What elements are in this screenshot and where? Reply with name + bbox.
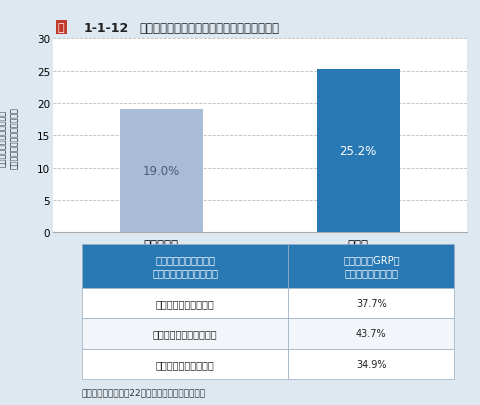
Bar <box>288 349 453 379</box>
Bar <box>288 245 453 288</box>
Bar <box>82 349 288 379</box>
Text: 25.2%: 25.2% <box>339 145 376 158</box>
Bar <box>316 70 399 233</box>
Bar <box>288 318 453 349</box>
Text: 製造業の付加価値割合３割
以上の市区町村のＧＲＰ比率: 製造業の付加価値割合３割 以上の市区町村のＧＲＰ比率 <box>0 107 19 168</box>
Text: 1-1-12: 1-1-12 <box>84 21 129 34</box>
Text: 徳島県鳴門市（製薬）: 徳島県鳴門市（製薬） <box>156 359 214 369</box>
Text: 37.7%: 37.7% <box>355 298 386 308</box>
Bar <box>288 288 453 318</box>
Text: 市区町村のGRPに
占める製造業の割合: 市区町村のGRPに 占める製造業の割合 <box>342 255 399 278</box>
Text: 北海道室蘭市（鉄鋼）: 北海道室蘭市（鉄鋼） <box>156 298 214 308</box>
Bar <box>82 245 288 288</box>
Text: いわゆる企業城下町と
言われる市区町村と業種: いわゆる企業城下町と 言われる市区町村と業種 <box>152 255 218 278</box>
Text: 図: 図 <box>58 23 64 33</box>
Text: 製造業の規模が大きい市町村の割合と具体例: 製造業の規模が大きい市町村の割合と具体例 <box>140 21 279 34</box>
Text: 19.0%: 19.0% <box>143 165 180 178</box>
Text: 広島県府中町（自動車）: 広島県府中町（自動車） <box>153 329 217 339</box>
Text: 43.7%: 43.7% <box>355 329 386 339</box>
Bar <box>82 318 288 349</box>
Text: 34.9%: 34.9% <box>355 359 386 369</box>
Bar <box>82 288 288 318</box>
Text: 資料：内閣府「平成22年県民経済計算」より作成: 資料：内閣府「平成22年県民経済計算」より作成 <box>82 388 205 396</box>
Bar <box>120 110 202 233</box>
